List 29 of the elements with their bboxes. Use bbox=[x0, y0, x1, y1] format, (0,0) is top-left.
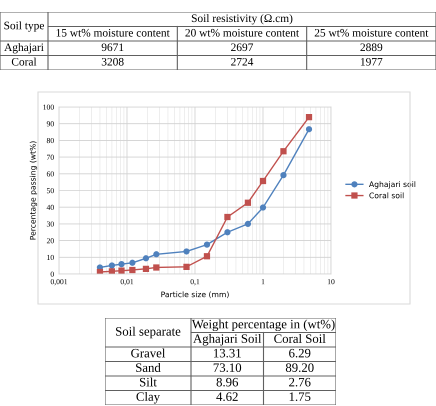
text: Silt bbox=[140, 377, 157, 386]
text: 20 wt% moisture content bbox=[185, 28, 300, 37]
text: 9671 bbox=[102, 43, 124, 52]
text: 25 wt% moisture content bbox=[314, 28, 428, 37]
text: Clay bbox=[136, 392, 160, 404]
text: 89.20 bbox=[286, 363, 314, 372]
text: 2.76 bbox=[289, 378, 311, 387]
text: 1977 bbox=[360, 58, 382, 66]
text: Soil resistivity (Ω.cm) bbox=[192, 14, 292, 24]
text: Coral bbox=[12, 58, 36, 66]
text: 2724 bbox=[231, 58, 254, 66]
text: 1.75 bbox=[290, 392, 310, 402]
text: Coral Soil bbox=[274, 334, 326, 343]
text: 2889 bbox=[360, 43, 382, 52]
text: 3208 bbox=[102, 58, 124, 66]
text: Gravel bbox=[131, 348, 166, 358]
text: Soil type bbox=[4, 21, 44, 32]
text: 15 wt% moisture content bbox=[56, 28, 170, 37]
text: 6.29 bbox=[289, 348, 310, 358]
text: Aghajari bbox=[4, 43, 44, 54]
text: Soil separate bbox=[116, 326, 180, 338]
text: Weight percentage in (wt%) bbox=[192, 319, 335, 332]
text: 8.96 bbox=[216, 378, 238, 387]
text: 4.62 bbox=[216, 392, 238, 402]
text: Aghajari Soil bbox=[193, 334, 262, 346]
text: 2697 bbox=[231, 43, 254, 52]
text: 13.31 bbox=[214, 348, 241, 358]
text: 73.10 bbox=[214, 363, 242, 372]
text: Sand bbox=[136, 362, 161, 372]
